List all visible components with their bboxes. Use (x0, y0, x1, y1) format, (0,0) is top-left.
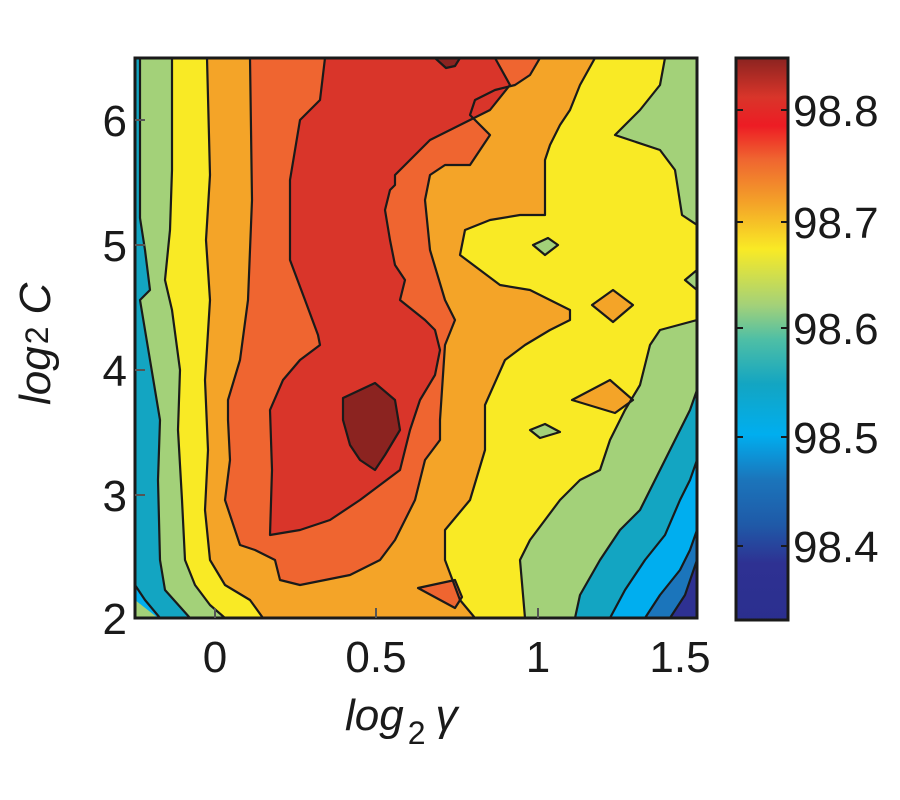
colorbar-gradient (734, 56, 790, 622)
y-tick-label: 2 (103, 595, 127, 644)
x-tick-label: 1.5 (649, 633, 710, 682)
plot-area (135, 58, 697, 618)
colorbar-tick-label: 98.8 (793, 87, 879, 136)
y-tick-label: 3 (103, 472, 127, 521)
level-region-navy-right (670, 560, 697, 618)
x-axis-label: log 2 γ (345, 691, 461, 751)
island-orange-2 (572, 380, 633, 413)
colorbar-tick-label: 98.6 (793, 305, 879, 354)
colorbar-tick-label: 98.5 (793, 414, 879, 463)
plot-frame (133, 56, 699, 620)
x-tick-label: 0 (203, 633, 227, 682)
y-tick-label: 6 (103, 97, 127, 146)
island-green-2 (685, 270, 697, 290)
level-region-darkred-peak (343, 383, 400, 470)
colorbar: 98.8 98.7 98.6 98.5 98.4 (734, 56, 879, 622)
x-tick-label: 1 (526, 633, 550, 682)
y-axis: 2 3 4 5 6 log2C (11, 97, 145, 644)
contour-lines (135, 58, 697, 618)
x-tick-label: 0.5 (345, 633, 406, 682)
colorbar-tick-label: 98.7 (793, 199, 879, 248)
y-tick-label: 4 (103, 347, 127, 396)
level-region-red (270, 58, 510, 535)
colorbar-tick-label: 98.4 (793, 523, 879, 572)
x-axis: 0 0.5 1 1.5 log 2 γ (203, 608, 711, 751)
y-tick-label: 5 (103, 222, 127, 271)
island-redorange-1 (418, 580, 462, 608)
y-axis-label: log2C (11, 281, 60, 405)
